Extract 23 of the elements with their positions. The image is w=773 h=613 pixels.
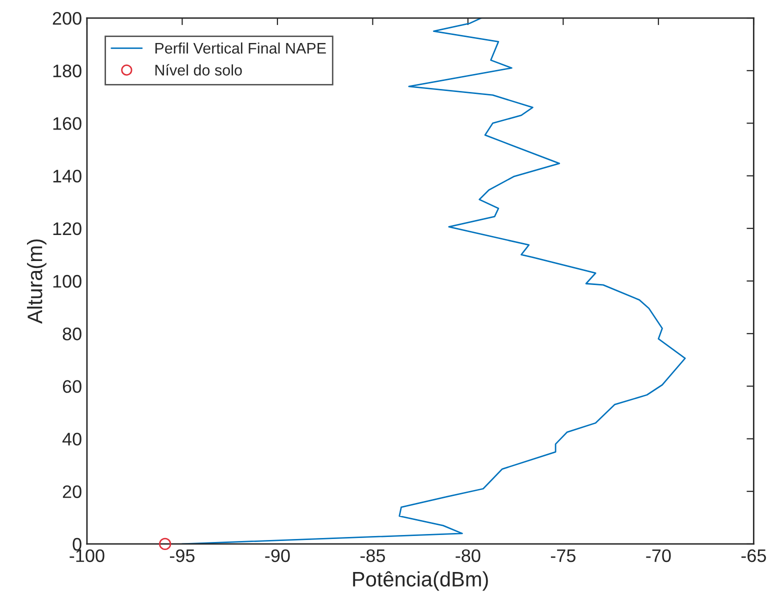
x-tick-label: -90 bbox=[265, 549, 290, 562]
x-tick-label: -95 bbox=[170, 549, 194, 562]
x-tick-label: -100 bbox=[70, 549, 104, 562]
legend-label: Nível do solo bbox=[155, 64, 242, 76]
y-tick-label: 180 bbox=[53, 64, 82, 78]
x-tick-label: -65 bbox=[741, 549, 766, 562]
x-tick-label: -80 bbox=[456, 549, 480, 562]
y-tick-label: 40 bbox=[62, 432, 82, 446]
y-axis-title: Altura(m) bbox=[27, 239, 46, 324]
y-tick-label: 20 bbox=[62, 485, 82, 498]
y-tick-label: 60 bbox=[62, 380, 82, 393]
y-tick-label: 0 bbox=[72, 538, 82, 551]
y-tick-label: 200 bbox=[52, 12, 82, 25]
y-tick-label: 80 bbox=[62, 328, 82, 340]
x-tick-label: -85 bbox=[360, 549, 385, 562]
y-tick-label: 100 bbox=[53, 274, 82, 288]
y-tick-label: 140 bbox=[53, 170, 82, 183]
y-tick-label: 160 bbox=[53, 117, 82, 130]
x-tick-label: -70 bbox=[646, 549, 671, 562]
x-tick-label: -75 bbox=[550, 550, 576, 562]
legend-label: Perfil Vertical Final NAPE bbox=[155, 42, 326, 54]
x-axis-title: Potência(dBm) bbox=[353, 571, 488, 591]
y-tick-label: 120 bbox=[53, 222, 82, 236]
